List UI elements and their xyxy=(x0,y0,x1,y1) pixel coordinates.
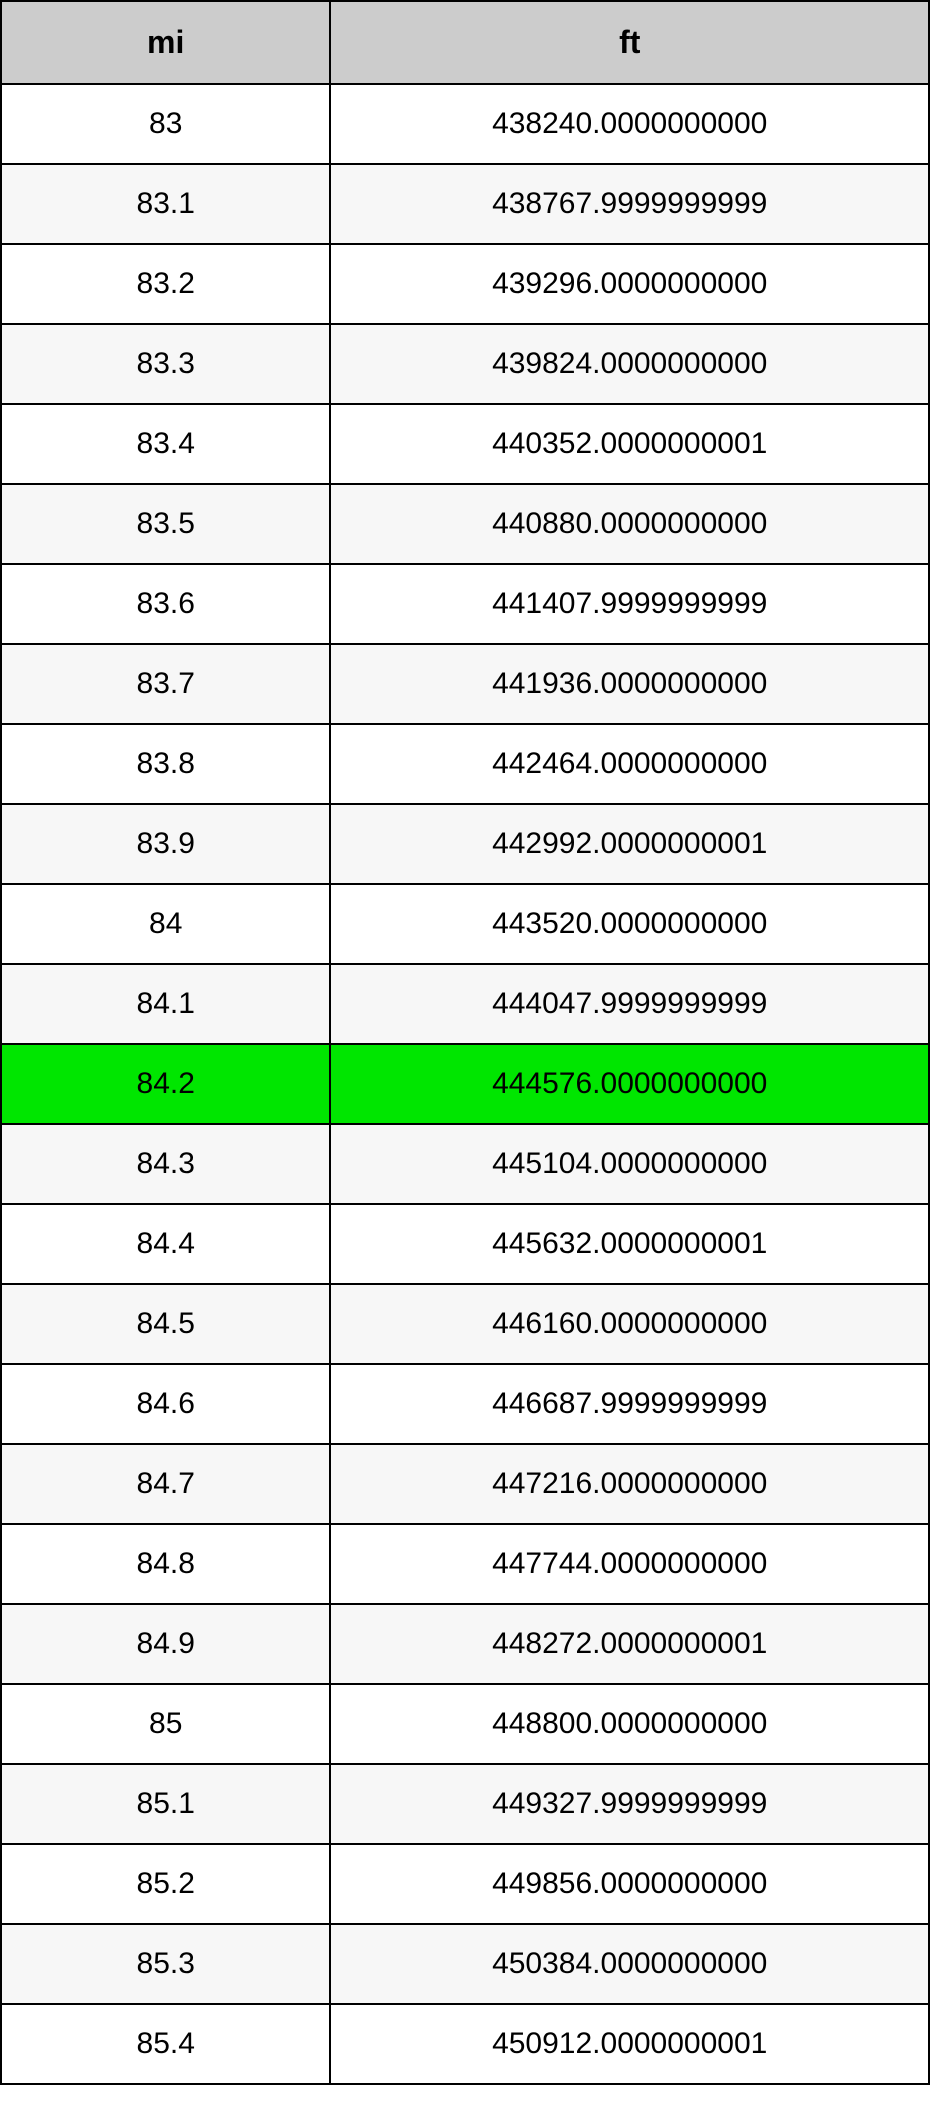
cell-ft: 446160.0000000000 xyxy=(330,1284,929,1364)
table-row: 85.1 449327.9999999999 xyxy=(1,1764,929,1844)
cell-mi: 84.7 xyxy=(1,1444,330,1524)
cell-ft: 448800.0000000000 xyxy=(330,1684,929,1764)
table-row: 83.6 441407.9999999999 xyxy=(1,564,929,644)
table-row: 84.9 448272.0000000001 xyxy=(1,1604,929,1684)
cell-mi: 84.8 xyxy=(1,1524,330,1604)
cell-ft: 443520.0000000000 xyxy=(330,884,929,964)
cell-mi: 85 xyxy=(1,1684,330,1764)
cell-ft: 447216.0000000000 xyxy=(330,1444,929,1524)
table-row: 85.2 449856.0000000000 xyxy=(1,1844,929,1924)
cell-ft: 449856.0000000000 xyxy=(330,1844,929,1924)
cell-ft: 438767.9999999999 xyxy=(330,164,929,244)
cell-mi: 83.9 xyxy=(1,804,330,884)
cell-mi: 83.6 xyxy=(1,564,330,644)
cell-ft: 438240.0000000000 xyxy=(330,84,929,164)
cell-ft: 448272.0000000001 xyxy=(330,1604,929,1684)
cell-ft: 442464.0000000000 xyxy=(330,724,929,804)
table-row: 84.1 444047.9999999999 xyxy=(1,964,929,1044)
cell-mi: 84 xyxy=(1,884,330,964)
cell-mi: 84.3 xyxy=(1,1124,330,1204)
table-row: 84.3 445104.0000000000 xyxy=(1,1124,929,1204)
table-row: 84 443520.0000000000 xyxy=(1,884,929,964)
cell-mi: 83 xyxy=(1,84,330,164)
cell-mi: 83.2 xyxy=(1,244,330,324)
table-row: 83 438240.0000000000 xyxy=(1,84,929,164)
table-row: 84.8 447744.0000000000 xyxy=(1,1524,929,1604)
cell-mi: 83.1 xyxy=(1,164,330,244)
table-row-highlighted: 84.2 444576.0000000000 xyxy=(1,1044,929,1124)
cell-mi: 83.8 xyxy=(1,724,330,804)
cell-ft: 439824.0000000000 xyxy=(330,324,929,404)
cell-ft: 445632.0000000001 xyxy=(330,1204,929,1284)
table-row: 83.2 439296.0000000000 xyxy=(1,244,929,324)
table-row: 83.1 438767.9999999999 xyxy=(1,164,929,244)
column-header-ft: ft xyxy=(330,1,929,84)
table-row: 83.9 442992.0000000001 xyxy=(1,804,929,884)
cell-ft: 440880.0000000000 xyxy=(330,484,929,564)
cell-mi: 85.2 xyxy=(1,1844,330,1924)
table-row: 83.7 441936.0000000000 xyxy=(1,644,929,724)
cell-ft: 441407.9999999999 xyxy=(330,564,929,644)
cell-ft: 442992.0000000001 xyxy=(330,804,929,884)
cell-ft: 446687.9999999999 xyxy=(330,1364,929,1444)
conversion-table: mi ft 83 438240.0000000000 83.1 438767.9… xyxy=(0,0,930,2085)
table-row: 85.4 450912.0000000001 xyxy=(1,2004,929,2084)
cell-mi: 84.6 xyxy=(1,1364,330,1444)
cell-mi: 84.9 xyxy=(1,1604,330,1684)
table-header-row: mi ft xyxy=(1,1,929,84)
cell-mi: 85.3 xyxy=(1,1924,330,2004)
cell-mi: 85.4 xyxy=(1,2004,330,2084)
cell-ft: 440352.0000000001 xyxy=(330,404,929,484)
cell-ft: 441936.0000000000 xyxy=(330,644,929,724)
table-row: 85 448800.0000000000 xyxy=(1,1684,929,1764)
table-row: 84.6 446687.9999999999 xyxy=(1,1364,929,1444)
cell-ft: 444576.0000000000 xyxy=(330,1044,929,1124)
cell-ft: 450912.0000000001 xyxy=(330,2004,929,2084)
table-row: 83.3 439824.0000000000 xyxy=(1,324,929,404)
table-row: 84.7 447216.0000000000 xyxy=(1,1444,929,1524)
cell-ft: 449327.9999999999 xyxy=(330,1764,929,1844)
table-row: 83.8 442464.0000000000 xyxy=(1,724,929,804)
cell-ft: 447744.0000000000 xyxy=(330,1524,929,1604)
cell-mi: 83.3 xyxy=(1,324,330,404)
table-row: 84.5 446160.0000000000 xyxy=(1,1284,929,1364)
column-header-mi: mi xyxy=(1,1,330,84)
table-row: 85.3 450384.0000000000 xyxy=(1,1924,929,2004)
table-row: 83.4 440352.0000000001 xyxy=(1,404,929,484)
cell-ft: 439296.0000000000 xyxy=(330,244,929,324)
cell-mi: 84.2 xyxy=(1,1044,330,1124)
cell-mi: 83.4 xyxy=(1,404,330,484)
cell-ft: 444047.9999999999 xyxy=(330,964,929,1044)
table-row: 83.5 440880.0000000000 xyxy=(1,484,929,564)
cell-ft: 445104.0000000000 xyxy=(330,1124,929,1204)
table-row: 84.4 445632.0000000001 xyxy=(1,1204,929,1284)
cell-mi: 83.7 xyxy=(1,644,330,724)
cell-mi: 85.1 xyxy=(1,1764,330,1844)
cell-mi: 84.4 xyxy=(1,1204,330,1284)
cell-mi: 84.1 xyxy=(1,964,330,1044)
cell-mi: 83.5 xyxy=(1,484,330,564)
cell-mi: 84.5 xyxy=(1,1284,330,1364)
cell-ft: 450384.0000000000 xyxy=(330,1924,929,2004)
